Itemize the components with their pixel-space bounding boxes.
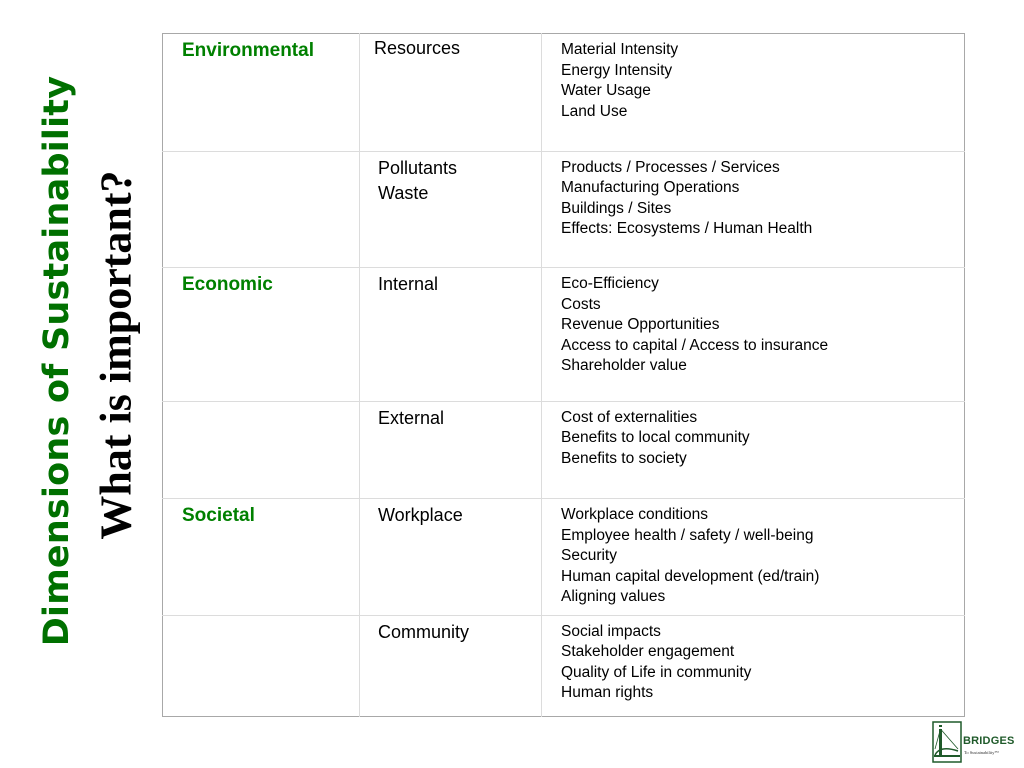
list-item: Costs [561,295,601,313]
list-item: Social impacts [561,622,661,640]
list-item: Human capital development (ed/train) [561,567,820,585]
dimension-cell: Societal [162,498,360,616]
list-item: Employee health / safety / well-being [561,526,814,544]
items-cell: Eco-Efficiency Costs Revenue Opportuniti… [541,267,965,402]
subcategory-label: Resources [374,38,461,58]
dimension-cell [162,400,360,499]
dimension-cell: Environmental [163,34,360,152]
list-item: Security [561,547,617,565]
list-item: Products / Processes / Services [561,158,780,176]
table-row: External Cost of externalities Benefits … [162,400,965,499]
subcategory-cell: Community [359,614,542,717]
subcategory-label: Pollutants [378,157,458,178]
dimension-label-economic: Economic [182,274,273,296]
item-list: Material Intensity Energy Intensity Wate… [542,34,964,122]
subcategory-cell: Internal [359,267,542,402]
subcategory-cell: External [359,400,542,499]
dimension-label [163,152,359,158]
list-item: Benefits to local community [561,429,750,447]
dimension-label-societal: Societal [182,505,255,527]
list-item: Material Intensity [561,41,679,58]
subcategory-cell: Resources [359,33,542,152]
items-cell: Material Intensity Energy Intensity Wate… [541,33,965,152]
table-row: Pollutants Waste Products / Processes / … [162,150,965,268]
list-item: Access to capital / Access to insurance [561,336,829,354]
items-cell: Cost of externalities Benefits to local … [541,400,965,499]
dimension-label [163,616,359,622]
dimension-cell: Economic [162,267,360,402]
list-item: Water Usage [561,82,651,99]
table-row: Economic Internal Eco-Efficiency Costs R… [162,267,965,402]
subcategory-cell: Workplace [359,498,542,616]
list-item: Human rights [561,684,654,702]
items-cell: Workplace conditions Employee health / s… [541,498,965,616]
items-cell: Social impacts Stakeholder engagement Qu… [541,614,965,717]
dimension-cell [162,614,360,717]
items-cell: Products / Processes / Services Manufact… [541,150,965,268]
logo-tagline: To Sustainability™ [964,750,999,755]
dimensions-table: Environmental Resources Material Intensi… [162,33,965,717]
bridge-icon [932,721,962,763]
subcategory-label: Workplace [378,505,463,526]
item-list: Workplace conditions Employee health / s… [542,499,964,608]
list-item: Cost of externalities [561,408,698,426]
list-item: Land Use [561,102,628,120]
subcategory-label: Internal [378,274,439,295]
list-item: Quality of Life in community [561,663,752,681]
list-item: Shareholder value [561,357,687,375]
table-row: Community Social impacts Stakeholder eng… [162,614,965,717]
item-list: Social impacts Stakeholder engagement Qu… [542,616,964,704]
list-item: Workplace conditions [561,506,709,524]
logo-wordmark: BRIDGES [963,735,1015,747]
subcategory-label: Community [378,621,470,642]
list-item: Effects: Ecosystems / Human Health [561,220,813,238]
list-item: Aligning values [561,588,666,606]
subcategory-label: External [378,407,445,428]
item-list: Eco-Efficiency Costs Revenue Opportuniti… [542,268,964,377]
list-item: Stakeholder engagement [561,643,735,661]
list-item: Benefits to society [561,449,687,467]
subcategory-cell: Pollutants Waste [359,150,542,268]
table-row: Environmental Resources Material Intensi… [163,33,965,152]
dimension-cell [162,150,360,268]
item-list: Products / Processes / Services Manufact… [542,152,964,240]
bridges-logo: BRIDGES To Sustainability™ [932,721,1016,763]
list-item: Eco-Efficiency [561,275,659,293]
list-item: Manufacturing Operations [561,179,740,197]
dimension-label [163,402,359,408]
dimension-label-environmental: Environmental [182,40,314,61]
list-item: Buildings / Sites [561,199,672,217]
slide-title: Dimensions of Sustainability [37,75,77,647]
list-item: Energy Intensity [561,61,673,79]
item-list: Cost of externalities Benefits to local … [542,402,964,470]
table-row: Societal Workplace Workplace conditions … [162,498,965,616]
subcategory-label: Waste [378,182,429,203]
slide-subtitle: What is important? [91,170,141,540]
list-item: Revenue Opportunities [561,316,720,334]
